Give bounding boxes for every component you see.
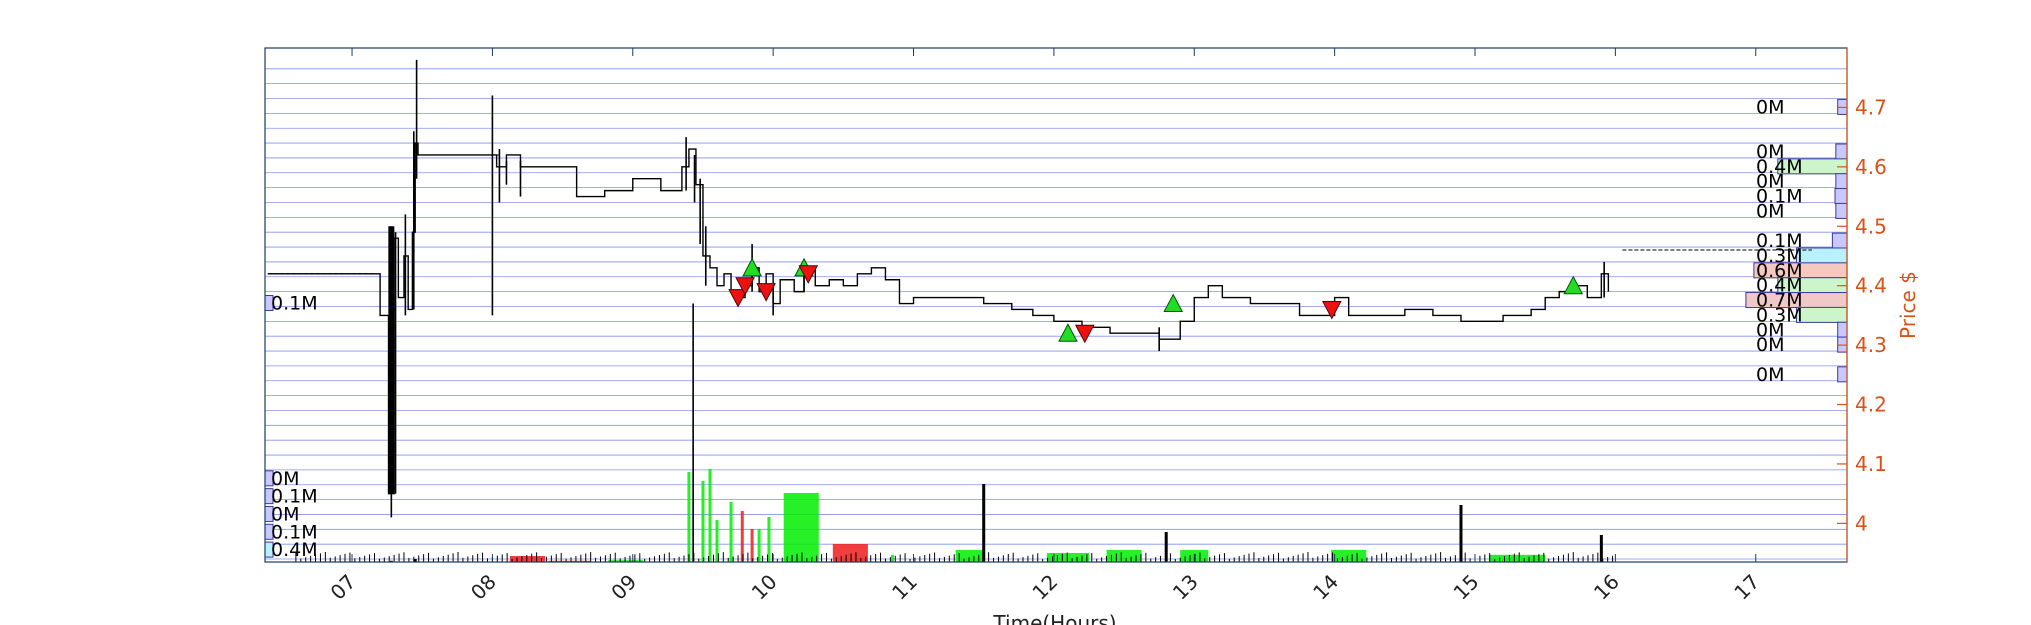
left-profile-label: 0M: [271, 503, 299, 525]
profile-label: 0M: [1756, 319, 1784, 341]
x-axis-ticks: 07 08 09 10 11 12 13 14 15 16 17: [326, 48, 1764, 605]
price-grid: [265, 68, 1847, 560]
volume-profile: 0M0M0.4M0M0.1M0M0.1M0.3M0.6M0.4M0.7M0.3M…: [1745, 96, 1848, 386]
profile-bar: [1835, 202, 1848, 219]
volume-bar: [890, 554, 894, 562]
sell-marker: [735, 277, 755, 296]
volume-bar: [982, 484, 986, 562]
y-tick-label: 4.4: [1855, 274, 1887, 298]
x-tick-label: 07: [326, 570, 361, 605]
volume-bar: [701, 481, 705, 562]
left-profile-label: 0.1M: [271, 486, 318, 508]
sell-marker: [1322, 300, 1342, 320]
x-tick-label: 13: [1168, 570, 1203, 605]
volume-bar: [832, 544, 868, 562]
volume-bar: [1164, 532, 1168, 562]
volume-bar: [955, 550, 984, 562]
left-profile-label: 0.1M: [271, 521, 318, 543]
volume-bars: [295, 469, 1614, 562]
profile-label: 0.1M: [1756, 186, 1803, 208]
profile-label: 0.3M: [1756, 304, 1803, 326]
volume-bar: [708, 469, 712, 562]
profile-bar: [1834, 188, 1848, 205]
volume-bar: [687, 472, 691, 562]
profile-label: 0.4M: [1756, 275, 1803, 297]
sell-marker: [1074, 324, 1095, 344]
volume-bar: [413, 559, 417, 562]
volume-bar: [608, 560, 644, 562]
profile-bar: [1831, 232, 1848, 249]
buy-marker: [1058, 323, 1078, 342]
x-tick-label: 15: [1449, 570, 1484, 605]
x-tick-label: 11: [887, 570, 922, 605]
profile-label: 0.1M: [1756, 230, 1803, 252]
y-axis-ticks: 4 4.1 4.2 4.3 4.4 4.5 4.6 4.7: [1837, 48, 1887, 562]
volume-bar: [1489, 554, 1546, 562]
price-spike: [388, 226, 395, 494]
profile-label: 0.6M: [1756, 260, 1803, 282]
volume-bar: [757, 529, 761, 562]
profile-label: 0M: [1756, 364, 1784, 386]
volume-bar: [1331, 550, 1367, 562]
x-axis-label: Time(Hours): [992, 611, 1116, 625]
buy-marker: [742, 257, 762, 277]
volume-bar: [1599, 535, 1603, 562]
left-profile-label: 0.1M: [271, 293, 318, 315]
volume-bar: [729, 502, 733, 562]
x-tick-label: 08: [466, 570, 501, 605]
x-tick-label: 17: [1729, 570, 1764, 605]
profile-label: 0M: [1756, 334, 1784, 356]
profile-label: 0.7M: [1756, 290, 1803, 312]
y-tick-label: 4: [1855, 511, 1868, 535]
y-tick-label: 4.2: [1855, 393, 1887, 417]
volume-bar: [1046, 553, 1089, 562]
volume-bar: [740, 511, 744, 562]
profile-label: 0M: [1756, 96, 1784, 118]
volume-bar: [767, 517, 771, 562]
y-tick-label: 4.7: [1855, 95, 1887, 119]
y-axis-label: Price $: [1896, 271, 1920, 339]
profile-label: 0M: [1756, 141, 1784, 163]
profile-bar: [1837, 366, 1848, 383]
y-tick-label: 4.6: [1855, 155, 1887, 179]
sell-marker: [728, 289, 748, 308]
volume-bar: [1459, 505, 1463, 562]
y-tick-label: 4.1: [1855, 452, 1887, 476]
profile-label: 0M: [1756, 171, 1784, 193]
volume-bar: [783, 493, 819, 562]
volume-bar: [509, 556, 546, 562]
volume-bar: [1106, 550, 1142, 562]
x-tick-label: 12: [1027, 570, 1062, 605]
price-series: [267, 59, 1812, 562]
buy-marker: [1563, 275, 1584, 295]
profile-bar: [1837, 321, 1848, 338]
profile-bar: [1835, 173, 1848, 190]
x-tick-label: 14: [1308, 570, 1343, 605]
volume-bar: [715, 520, 719, 562]
left-profile-label: 0.4M: [271, 539, 318, 561]
profile-bar: [1795, 306, 1848, 323]
y-tick-label: 4.3: [1855, 333, 1887, 357]
buy-marker: [1163, 293, 1184, 313]
x-tick-label: 10: [747, 570, 782, 605]
profile-label: 0M: [1756, 200, 1784, 222]
volume-bar: [750, 529, 754, 562]
sell-marker: [798, 265, 819, 284]
left-profile-label: 0M: [271, 468, 299, 490]
trade-signals: [728, 257, 1584, 344]
sell-marker: [756, 283, 776, 302]
profile-bar: [1835, 143, 1848, 160]
profile-label: 0.4M: [1756, 156, 1803, 178]
x-tick-label: 09: [606, 570, 641, 605]
y-tick-label: 4.5: [1855, 214, 1887, 238]
x-tick-label: 16: [1589, 570, 1624, 605]
price-line: [267, 142, 1610, 495]
